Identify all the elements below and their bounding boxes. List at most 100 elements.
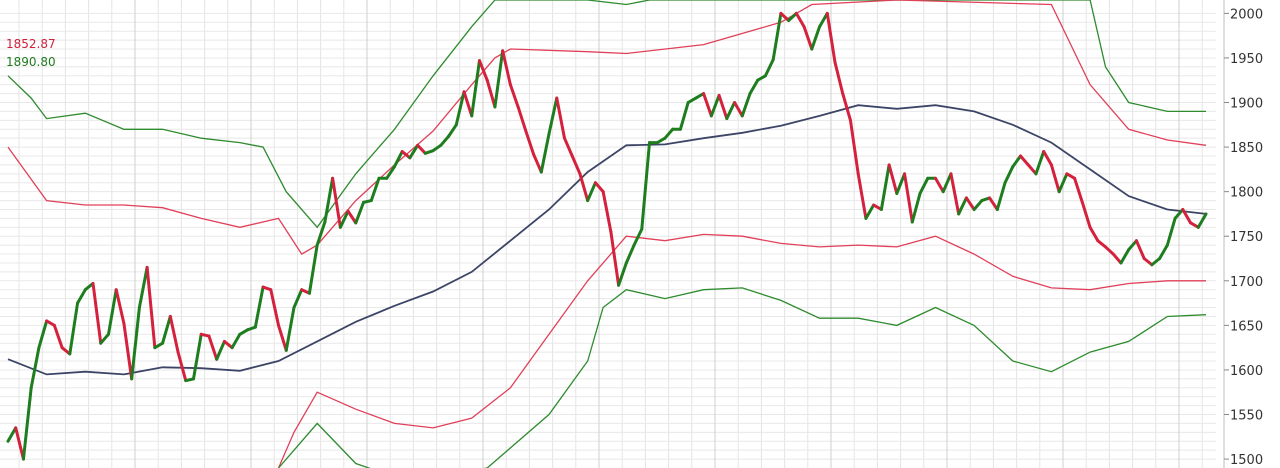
price-segment-up	[284, 306, 296, 352]
price-segment-up	[995, 181, 1007, 211]
price-segment-up	[1173, 207, 1185, 220]
price-segment-up	[76, 288, 87, 305]
price-segment-down	[176, 350, 188, 383]
price-segment-up	[37, 319, 49, 350]
price-segment-down	[949, 172, 961, 216]
price-segment-down	[416, 143, 427, 155]
price-segment-up	[161, 314, 172, 345]
price-segment-up	[307, 243, 319, 295]
price-segment-down	[400, 150, 412, 160]
price-segment-down	[1049, 163, 1061, 194]
price-segment-up	[818, 11, 829, 29]
price-segment-down	[14, 426, 25, 461]
y-axis-tick-labels: 2000 1950 1900 1850 1800 1750 1700 1650 1600 1550…	[1224, 7, 1263, 468]
price-segment-down	[593, 181, 605, 194]
price-series	[6, 11, 1208, 461]
price-segment-down	[222, 339, 234, 350]
price-segment-down	[601, 190, 613, 234]
price-segment-up	[617, 261, 628, 287]
price-segment-up	[99, 332, 110, 345]
price-segment-up	[1034, 150, 1046, 176]
price-segment-down	[1019, 154, 1030, 167]
price-segment-up	[941, 172, 953, 194]
price-segment-up	[972, 199, 984, 211]
price-segment-up	[493, 49, 505, 109]
price-segment-up	[230, 332, 242, 350]
price-segment-down	[477, 59, 489, 82]
price-segment-down	[841, 92, 852, 122]
price-segment-down	[964, 196, 976, 211]
price-segment-up	[910, 191, 922, 224]
chart-grid	[0, 0, 1225, 468]
price-segment-down	[1111, 252, 1123, 265]
price-segment-up	[586, 181, 597, 203]
price-segment-down	[331, 176, 342, 229]
price-segment-down	[145, 265, 157, 350]
bollinger-bands	[7, 0, 1207, 468]
price-segment-down	[1142, 257, 1154, 267]
price-segment-up	[957, 196, 968, 216]
price-segment-up	[771, 11, 783, 62]
price-segment-up	[725, 101, 737, 121]
price-segment-down	[485, 78, 497, 109]
price-segment-up	[709, 93, 721, 118]
price-segment-down	[562, 136, 574, 158]
price-segment-up	[1003, 165, 1015, 185]
price-segment-down	[794, 11, 806, 29]
price-segment-down	[702, 92, 713, 118]
price-segment-up	[663, 127, 675, 140]
price-segment-up	[470, 59, 481, 118]
price-segment-down	[887, 163, 899, 195]
price-segment-up	[864, 203, 876, 220]
price-segment-up	[408, 143, 420, 160]
y-tick-label: 1900	[1230, 97, 1263, 112]
price-segment-down	[346, 209, 358, 225]
price-segment-up	[385, 165, 396, 180]
price-segment-up	[354, 200, 366, 225]
price-segment-down	[903, 172, 914, 224]
price-segment-down	[802, 25, 814, 51]
price-segment-down	[733, 101, 744, 118]
price-segment-down	[524, 129, 536, 156]
price-segment-down	[91, 281, 103, 345]
y-tick-label: 1550	[1230, 409, 1263, 424]
price-segment-down	[848, 118, 860, 176]
y-tick-label: 1800	[1230, 186, 1263, 201]
price-segment-up	[191, 332, 203, 381]
price-segment-down	[516, 105, 528, 133]
price-segment-down	[1073, 176, 1084, 204]
price-segment-up	[1127, 239, 1138, 252]
price-segment-down	[168, 314, 180, 354]
inner-upper-band-line	[7, 0, 1207, 255]
price-segment-up	[130, 306, 141, 381]
y-tick-label: 1700	[1230, 275, 1263, 290]
price-segment-up	[1119, 248, 1131, 265]
price-segment-down	[1134, 239, 1146, 261]
price-segment-up	[369, 176, 381, 203]
price-segment-up	[447, 123, 458, 138]
price-segment-up	[392, 150, 404, 169]
price-segment-up	[253, 285, 265, 329]
y-tick-label: 1600	[1230, 364, 1263, 379]
price-segment-up	[21, 386, 33, 461]
upper-band-readout: 1852.87	[6, 37, 56, 51]
y-tick-label: 1750	[1230, 230, 1263, 245]
price-segment-down	[856, 172, 868, 220]
price-segment-up	[29, 346, 41, 390]
y-tick-label: 1950	[1230, 52, 1263, 67]
price-segment-up	[879, 163, 891, 211]
price-segment-up	[624, 243, 636, 265]
price-segment-up	[315, 220, 327, 247]
price-segment-up	[740, 92, 752, 118]
price-segment-up	[6, 426, 18, 443]
moving-average-line	[7, 104, 1207, 376]
outer-upper-band-line	[7, 0, 1206, 229]
y-tick-label: 1850	[1230, 141, 1263, 156]
price-segment-down	[609, 230, 621, 287]
price-segment-down	[1042, 150, 1053, 167]
price-segment-down	[207, 334, 219, 361]
price-segment-down	[532, 152, 543, 174]
price-segment-up	[439, 134, 451, 147]
price-segment-down	[578, 172, 590, 203]
